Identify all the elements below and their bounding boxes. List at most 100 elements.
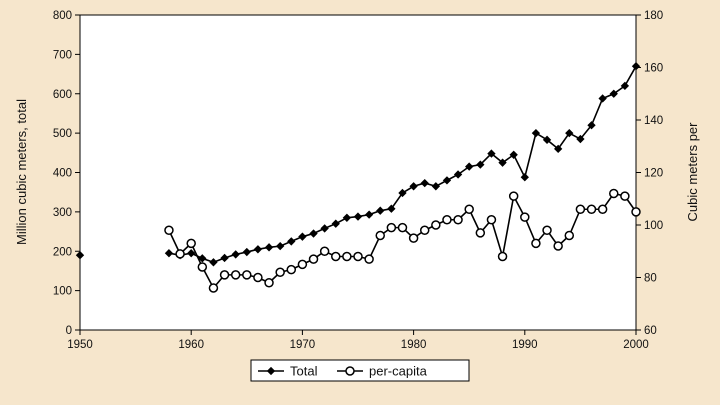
- data-point-total: [320, 224, 329, 233]
- data-point-per-capita: [520, 212, 530, 222]
- data-point-total: [465, 162, 474, 171]
- data-point-per-capita: [497, 251, 508, 262]
- data-point-per-capita: [331, 251, 341, 262]
- y-axis-left-title: Million cubic meters, total: [14, 99, 29, 245]
- data-point-per-capita: [297, 259, 308, 270]
- y-right-tick-label: 100: [644, 220, 663, 232]
- data-point-per-capita: [397, 222, 408, 233]
- data-point-total: [409, 182, 418, 191]
- x-axis: 1950 1960 1970 1980 1990 2000: [67, 330, 649, 351]
- data-point-total: [620, 81, 630, 91]
- y-left-tick-label: 400: [53, 168, 72, 180]
- data-point-total: [164, 249, 174, 258]
- data-point-total: [187, 249, 196, 258]
- data-point-total: [242, 247, 251, 257]
- data-point-per-capita: [264, 278, 274, 288]
- legend-label-per-capita: per-capita: [369, 364, 428, 379]
- data-point-total: [531, 128, 541, 138]
- data-point-per-capita: [308, 254, 319, 264]
- data-point-total: [542, 135, 552, 144]
- x-tick-label: 1980: [401, 339, 427, 351]
- data-point-total: [342, 213, 352, 222]
- y-axis-right-title: Cubic meters per: [685, 122, 700, 222]
- y-right-tick-label: 80: [644, 273, 657, 285]
- y-right-tick-label: 60: [644, 325, 657, 337]
- y-left-tick-label: 500: [53, 128, 72, 140]
- data-point-per-capita: [542, 225, 552, 235]
- y-left-tick-label: 300: [53, 207, 72, 219]
- data-point-total: [476, 160, 485, 169]
- data-point-total: [631, 62, 641, 71]
- x-tick-label: 2000: [623, 339, 649, 351]
- y-axis-left: 0 100 200 300 400 500 600 700 800: [53, 10, 80, 337]
- data-point-per-capita: [431, 220, 441, 230]
- data-point-total: [309, 229, 318, 238]
- data-point-total: [331, 219, 340, 228]
- data-point-per-capita: [253, 272, 263, 283]
- data-point-per-capita: [508, 191, 519, 201]
- data-point-total: [198, 254, 207, 263]
- data-point-per-capita: [419, 225, 430, 235]
- series-per-capita: [164, 188, 641, 293]
- data-point-total: [587, 121, 596, 130]
- y-left-tick-label: 600: [53, 89, 72, 101]
- y-right-tick-label: 120: [644, 168, 663, 180]
- legend-label-total: Total: [290, 364, 318, 379]
- data-point-per-capita: [175, 249, 185, 259]
- y-axis-right: 60 80 100 120 140 160 180: [636, 10, 663, 337]
- x-tick-label: 1960: [178, 339, 204, 351]
- data-point-total: [398, 188, 407, 198]
- data-point-total: [431, 182, 441, 191]
- data-point-per-capita: [319, 246, 330, 256]
- data-point-total: [520, 173, 529, 182]
- y-right-tick-label: 140: [644, 115, 663, 127]
- data-point-total: [220, 253, 229, 263]
- data-point-total: [576, 134, 585, 144]
- data-point-total: [364, 210, 374, 219]
- data-point-total: [298, 232, 307, 241]
- data-point-total: [509, 150, 518, 159]
- data-point-total: [287, 237, 296, 246]
- data-point-per-capita: [364, 254, 374, 264]
- data-point-total: [553, 144, 563, 154]
- data-point-total: [487, 149, 496, 158]
- data-point-per-capita: [242, 270, 252, 280]
- y-left-tick-label: 700: [53, 49, 72, 61]
- data-point-total: [275, 241, 285, 251]
- data-point-per-capita: [275, 267, 285, 277]
- data-point-per-capita: [620, 191, 630, 201]
- data-point-per-capita: [553, 241, 563, 251]
- data-point-total: [442, 176, 452, 185]
- data-point-per-capita: [230, 270, 241, 280]
- plot-area: [79, 14, 637, 331]
- y-left-tick-label: 800: [53, 10, 72, 22]
- data-point-total: [498, 158, 507, 167]
- y-right-tick-label: 180: [644, 10, 663, 22]
- data-point-per-capita: [442, 215, 452, 225]
- data-point-total: [231, 250, 240, 259]
- data-point-per-capita: [486, 215, 497, 225]
- data-point-per-capita: [408, 233, 419, 243]
- data-point-per-capita: [453, 215, 463, 225]
- legend: Total per-capita: [250, 359, 470, 382]
- y-left-tick-label: 0: [66, 325, 72, 337]
- x-tick-label: 1950: [67, 339, 93, 351]
- data-point-per-capita: [531, 238, 541, 249]
- legend-marker-per-capita: [345, 366, 355, 376]
- y-right-tick-label: 160: [644, 63, 663, 75]
- data-point-per-capita: [575, 204, 586, 214]
- data-point-total: [609, 89, 618, 98]
- data-point-total: [376, 206, 385, 215]
- data-point-per-capita: [286, 264, 297, 275]
- data-point-per-capita: [342, 251, 352, 262]
- data-point-total: [420, 178, 429, 188]
- data-point-total: [75, 251, 85, 260]
- data-point-total: [453, 170, 463, 179]
- data-point-total: [264, 243, 274, 252]
- data-point-per-capita: [631, 207, 641, 217]
- data-point-per-capita: [586, 204, 597, 214]
- data-point-per-capita: [475, 228, 486, 238]
- x-tick-label: 1970: [290, 339, 316, 351]
- x-tick-label: 1990: [512, 339, 538, 351]
